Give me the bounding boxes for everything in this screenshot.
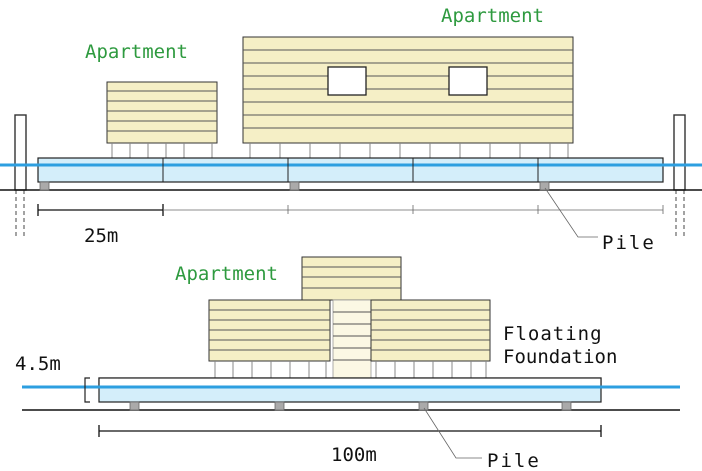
pile-callout-top — [544, 187, 598, 238]
pile-marker — [289, 181, 300, 191]
pile-label-top: Pile — [602, 232, 656, 254]
dimension-25m — [37, 204, 664, 216]
apartment-large-building — [242, 36, 574, 158]
dimension-100m — [98, 425, 602, 437]
apartment-core-building — [301, 256, 402, 379]
floating-foundation-top — [0, 157, 702, 191]
mooring-post-left — [14, 114, 27, 238]
pile-marker — [561, 401, 572, 411]
pile-marker — [539, 181, 550, 191]
pile-label-side: Pile — [487, 450, 541, 471]
apartment-left-block — [208, 299, 331, 378]
length-label: 100m — [331, 444, 377, 466]
apartment-side-label: Apartment — [175, 263, 278, 285]
window-right — [448, 66, 488, 96]
pile-marker — [129, 401, 140, 411]
mooring-post-right — [673, 114, 686, 238]
apartment-large-label: Apartment — [441, 5, 544, 27]
pile-marker — [274, 401, 285, 411]
top-elevation-view: Apartment Apartment 25m Pile — [0, 5, 702, 254]
apartment-small-label: Apartment — [85, 41, 188, 63]
apartment-right-block — [370, 299, 491, 378]
side-elevation-view: Apartment 4.5m Floating Foundation 100m … — [15, 256, 680, 471]
pile-marker — [39, 181, 50, 191]
window-left — [327, 66, 367, 96]
height-bracket — [84, 377, 90, 403]
apartment-small-building — [106, 81, 218, 158]
span-label: 25m — [84, 225, 118, 247]
floating-foundation-side — [22, 377, 680, 411]
floating-foundation-label-line1: Floating — [503, 323, 603, 345]
pile-callout-side — [423, 407, 482, 459]
pile-marker — [418, 401, 429, 411]
height-label: 4.5m — [15, 353, 61, 375]
floating-foundation-label-line2: Foundation — [503, 346, 617, 368]
